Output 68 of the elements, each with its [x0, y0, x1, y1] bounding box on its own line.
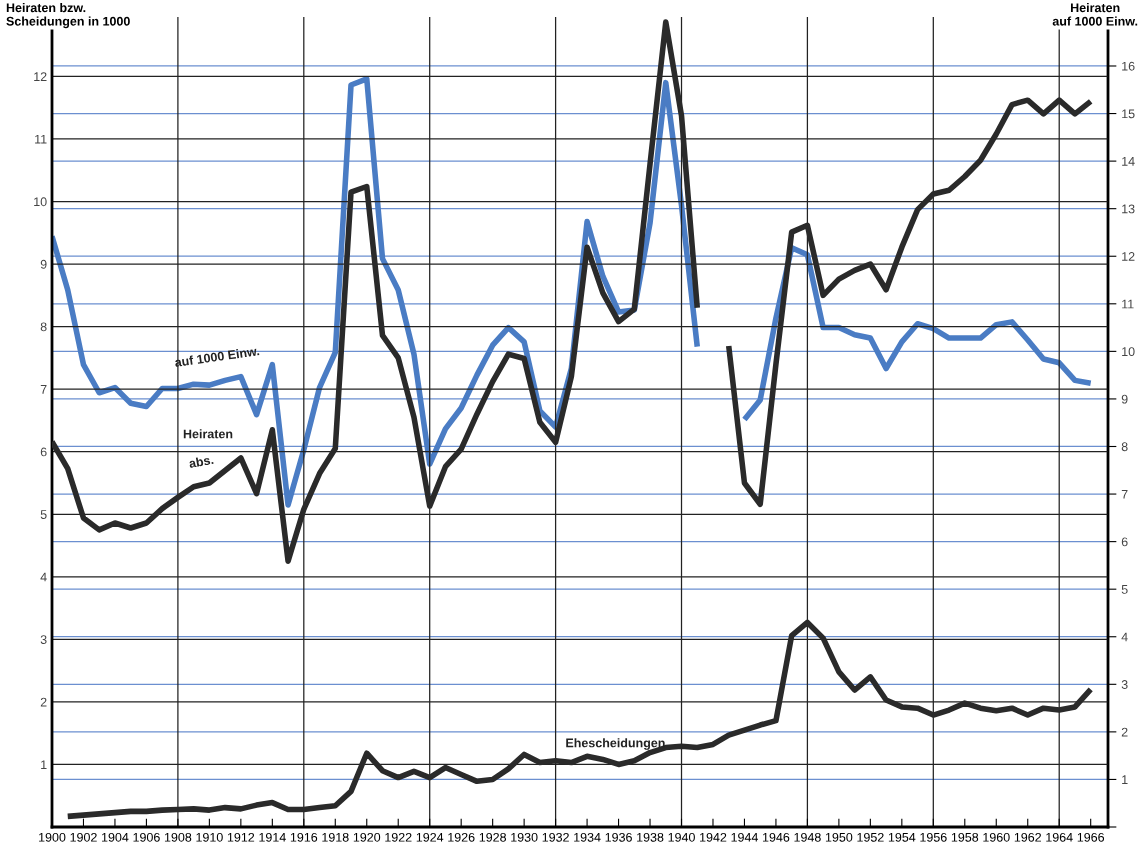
- x-tick-label: 1936: [605, 832, 632, 842]
- y2-tick-label: 2: [1121, 727, 1128, 737]
- y-tick-label: 5: [40, 510, 47, 519]
- x-tick-label: 1914: [259, 832, 286, 842]
- y2-tick-label: 14: [1122, 157, 1135, 166]
- x-tick-label: 1942: [700, 832, 727, 842]
- y2-tick-label: 3: [1121, 680, 1128, 689]
- series-label: Ehescheidungen: [566, 738, 665, 750]
- y-tick-label: 6: [40, 447, 47, 457]
- text: auf 1000 Einw.: [174, 346, 260, 367]
- x-tick-label: 1956: [920, 832, 947, 842]
- y2-tick-label: 15: [1122, 109, 1135, 119]
- x-tick-label: 1922: [385, 832, 412, 842]
- y2-tick-label: 6: [1121, 537, 1128, 547]
- y2-tick-label: 7: [1121, 489, 1128, 499]
- x-tick-label: 1912: [227, 832, 255, 842]
- x-tick-label: 1918: [322, 832, 349, 842]
- y2-tick-label: 4: [1121, 632, 1128, 642]
- y-tick-label: 7: [40, 385, 47, 394]
- x-tick-label: 1958: [951, 832, 979, 842]
- y-tick-label: 12: [34, 72, 47, 81]
- y2-axis-title: Heiraten auf 1000 Einw.: [1052, 3, 1138, 26]
- x-tick-label: 1930: [511, 832, 538, 842]
- text: abs.: [188, 454, 214, 469]
- x-tick-label: 1962: [1014, 832, 1042, 842]
- y-tick-label: 3: [40, 635, 47, 645]
- x-tick-label: 1926: [448, 832, 475, 842]
- x-tick-label: 1966: [1077, 832, 1105, 842]
- annotation: Heiraten: [183, 429, 233, 439]
- y2-tick-label: 5: [1121, 585, 1128, 594]
- y2-tick-label: 12: [1122, 252, 1135, 261]
- x-tick-label: 1908: [164, 832, 192, 842]
- x-tick-label: 1924: [416, 832, 444, 842]
- y-tick-label: 1: [41, 760, 47, 769]
- y-tick-label: 8: [40, 322, 47, 332]
- x-tick-label: 1920: [353, 832, 381, 842]
- x-tick-label: 1902: [70, 832, 97, 842]
- x-tick-label: 1948: [794, 832, 821, 842]
- y2-tick-label: 8: [1121, 442, 1128, 452]
- y2-tick-label: 11: [1122, 299, 1134, 309]
- x-tick-label: 1916: [290, 832, 318, 842]
- x-tick-label: 1906: [133, 832, 160, 842]
- y-axis-title: Heiraten bzw. Scheidungen in 1000: [6, 3, 130, 29]
- x-tick-label: 1952: [857, 832, 884, 842]
- y2-tick-label: 9: [1121, 394, 1128, 404]
- x-tick-label: 1964: [1046, 832, 1073, 842]
- x-tick-label: 1946: [762, 832, 790, 842]
- x-tick-label: 1934: [574, 832, 601, 842]
- x-tick-label: 1944: [731, 832, 758, 842]
- x-tick-label: 1900: [39, 832, 66, 842]
- x-tick-label: 1938: [637, 832, 664, 842]
- x-tick-label: 1910: [196, 832, 223, 842]
- y2-tick-label: 13: [1122, 204, 1135, 214]
- x-tick-label: 1932: [542, 832, 569, 842]
- x-tick-label: 1904: [102, 832, 129, 842]
- y2-tick-label: 16: [1122, 61, 1135, 71]
- x-tick-label: 1960: [983, 832, 1010, 842]
- x-tick-label: 1928: [479, 832, 507, 842]
- y2-tick-label: 10: [1122, 347, 1135, 357]
- y-tick-label: 4: [40, 572, 47, 582]
- y2-tick-label: 1: [1122, 775, 1128, 784]
- x-tick-label: 1954: [888, 832, 916, 842]
- y-tick-label: 9: [40, 259, 47, 269]
- x-tick-label: 1940: [668, 832, 695, 842]
- y-tick-label: 10: [34, 197, 47, 207]
- x-tick-label: 1950: [825, 832, 853, 842]
- y-tick-label: 2: [40, 697, 47, 707]
- y-tick-label: 11: [35, 134, 47, 144]
